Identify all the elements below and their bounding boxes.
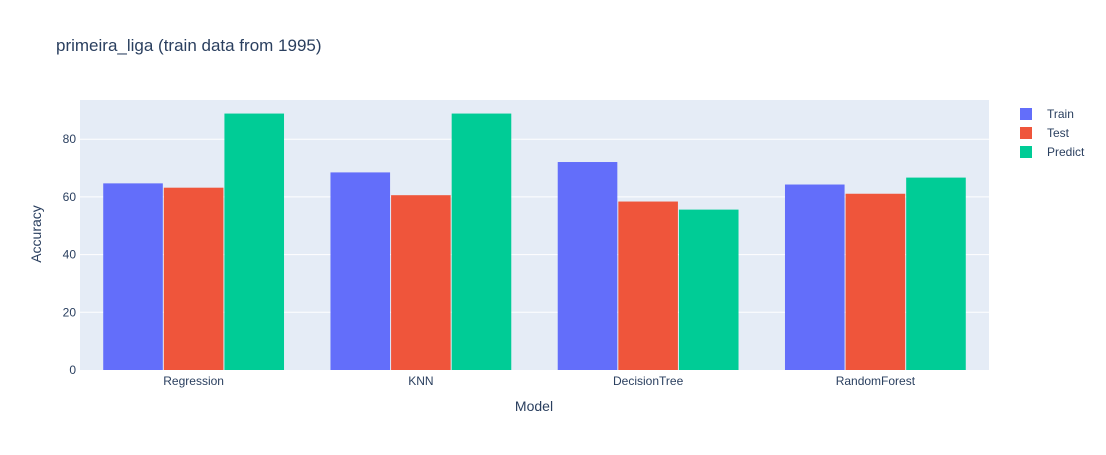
legend-label: Train — [1047, 107, 1074, 121]
bars — [103, 113, 966, 371]
bar-test-regression[interactable] — [163, 187, 224, 370]
bar-test-decisiontree[interactable] — [618, 201, 678, 370]
x-axis-ticks: Regression KNN DecisionTree RandomForest — [163, 374, 915, 388]
x-tick-label: RandomForest — [836, 374, 916, 388]
x-tick-label: DecisionTree — [613, 374, 684, 388]
y-tick-label: 80 — [63, 132, 77, 146]
y-axis-label: Accuracy — [28, 205, 44, 263]
y-tick-label: 0 — [69, 363, 76, 377]
legend-item-predict[interactable]: Predict — [1020, 145, 1085, 159]
legend-item-test[interactable]: Test — [1020, 126, 1070, 140]
legend-label: Predict — [1047, 145, 1085, 159]
bar-test-knn[interactable] — [391, 195, 451, 370]
legend-swatch — [1020, 146, 1032, 158]
bar-predict-randomforest[interactable] — [906, 177, 966, 370]
bar-train-randomforest[interactable] — [784, 184, 845, 370]
x-axis-label: Model — [515, 398, 553, 414]
bar-train-regression[interactable] — [103, 183, 163, 370]
legend-item-train[interactable]: Train — [1020, 107, 1074, 121]
y-axis-ticks: 0 20 40 60 80 — [63, 132, 77, 377]
y-tick-label: 60 — [63, 190, 77, 204]
bar-predict-decisiontree[interactable] — [678, 209, 739, 370]
bar-train-knn[interactable] — [330, 172, 391, 370]
bar-predict-knn[interactable] — [451, 113, 512, 371]
x-tick-label: KNN — [408, 374, 433, 388]
legend-label: Test — [1047, 126, 1070, 140]
legend[interactable]: Train Test Predict — [1020, 107, 1085, 159]
bar-predict-regression[interactable] — [224, 113, 285, 371]
x-tick-label: Regression — [163, 374, 224, 388]
legend-swatch — [1020, 108, 1032, 120]
y-tick-label: 20 — [63, 305, 77, 319]
y-tick-label: 40 — [63, 248, 77, 262]
bar-train-decisiontree[interactable] — [557, 162, 618, 370]
bar-test-randomforest[interactable] — [845, 193, 906, 370]
legend-swatch — [1020, 127, 1032, 139]
chart-title: primeira_liga (train data from 1995) — [56, 36, 322, 55]
